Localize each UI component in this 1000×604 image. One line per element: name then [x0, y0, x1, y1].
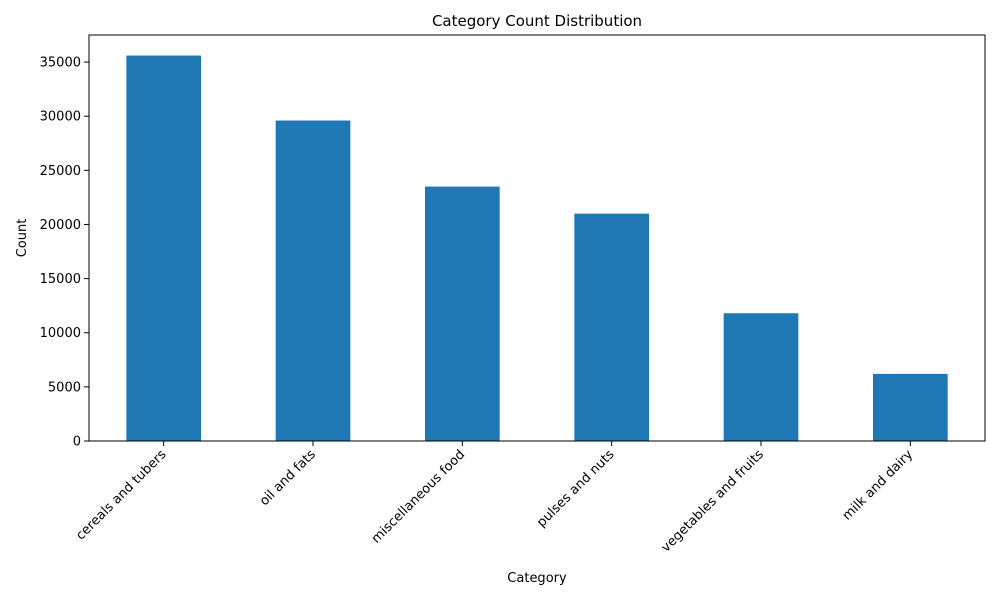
- x-tick-label: cereals and tubers: [73, 447, 169, 543]
- x-axis: cereals and tubers oil and fats miscellane…: [73, 441, 916, 555]
- y-tick-label: 0: [73, 435, 81, 450]
- x-tick-label: oil and fats: [257, 447, 319, 509]
- y-tick-label: 25000: [40, 164, 81, 179]
- y-tick-label: 5000: [48, 380, 81, 395]
- x-axis-label: Category: [507, 571, 567, 586]
- plot-frame: [88, 34, 986, 442]
- y-tick-label: 30000: [40, 110, 81, 125]
- x-tick-label: pulses and nuts: [534, 447, 617, 530]
- y-tick-label: 20000: [40, 218, 81, 233]
- y-axis-label: Count: [15, 219, 30, 258]
- bar-cereals-and-tubers: [126, 55, 201, 441]
- y-tick-label: 35000: [40, 56, 81, 71]
- y-axis: 0 5000 10000 15000 20000 25000 30000 35000: [40, 56, 89, 450]
- x-tick-label: milk and dairy: [840, 447, 917, 524]
- bar-vegetables-and-fruits: [723, 313, 799, 441]
- x-tick-label: miscellaneous food: [369, 447, 468, 546]
- bar-pulses-and-nuts: [574, 213, 649, 441]
- y-tick-label: 10000: [40, 326, 81, 341]
- bar-oil-and-fats: [275, 120, 351, 441]
- chart-title: Category Count Distribution: [432, 12, 642, 30]
- x-tick-label: vegetables and fruits: [659, 447, 767, 555]
- bars-group: [126, 55, 948, 441]
- bar-miscellaneous-food: [425, 186, 500, 441]
- y-tick-label: 15000: [40, 272, 81, 287]
- bar-milk-and-dairy: [873, 373, 948, 441]
